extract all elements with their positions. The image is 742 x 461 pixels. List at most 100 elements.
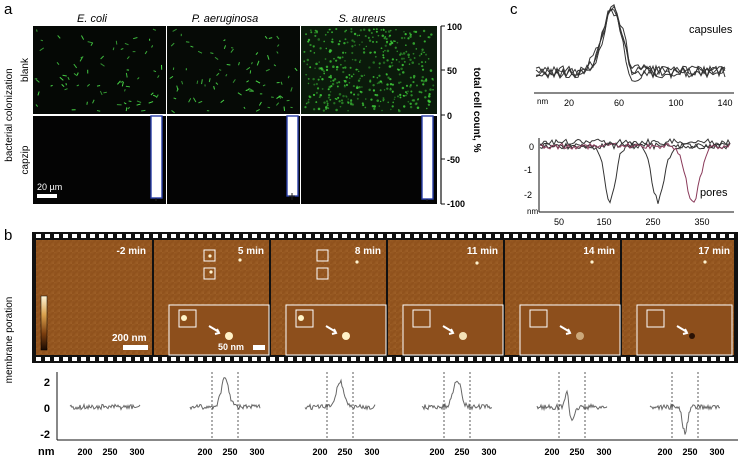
bacterium-mark [344, 66, 347, 69]
bacterium-mark [407, 37, 410, 40]
bacterium-mark [327, 107, 330, 110]
afm-inset [519, 304, 621, 356]
perforation [702, 234, 707, 238]
bacterium-mark [400, 57, 404, 60]
bacterium-mark [412, 74, 416, 78]
perforation [432, 357, 437, 361]
bacterium-mark [351, 51, 354, 55]
perforation [423, 234, 428, 238]
bacterium-mark [404, 33, 407, 36]
bacterium-mark [376, 76, 379, 79]
perforation [558, 357, 563, 361]
bacterium-mark [304, 106, 307, 109]
perforation [486, 357, 491, 361]
bacterium-mark [407, 90, 409, 93]
perforation [144, 357, 149, 361]
membrane-height-profiles [69, 372, 720, 438]
bacterium-mark [331, 40, 334, 44]
perforation [567, 357, 572, 361]
profile-y-tick-0: 0 [44, 403, 50, 415]
profile-x-tick: 200 [197, 447, 212, 457]
panel-c-letter: c [510, 1, 518, 18]
bacterium-mark [393, 98, 396, 100]
bacterium-mark [308, 99, 310, 101]
perforation [693, 234, 698, 238]
bacterium-mark [318, 61, 320, 63]
bacterium-mark [76, 72, 79, 76]
bacterium-mark [381, 109, 383, 112]
profile-x-tick: 300 [364, 447, 379, 457]
bacterium-mark [409, 32, 411, 34]
bacterium-mark [326, 104, 329, 107]
bacterium-mark [153, 70, 157, 73]
bacterium-mark [339, 105, 342, 108]
bacterium-mark [352, 84, 356, 88]
bacterium-mark [361, 75, 364, 78]
bacterium-mark [316, 87, 320, 90]
bacterium-mark [307, 40, 310, 43]
perforation [243, 234, 248, 238]
bacterium-mark [369, 79, 372, 82]
perforation [72, 234, 77, 238]
bacterium-mark [40, 39, 44, 42]
afm-inset [168, 304, 270, 356]
perforation [117, 357, 122, 361]
perforation [486, 234, 491, 238]
axis-title-total-cell-count: total cell count, % [471, 67, 482, 152]
perforation [45, 234, 50, 238]
bacterium-mark [39, 47, 45, 52]
bacterium-mark [323, 72, 326, 75]
label-pores: pores [700, 187, 728, 199]
perforation [360, 234, 365, 238]
bacterium-mark [201, 79, 203, 85]
height-profile-trace [536, 389, 608, 422]
perforation [342, 234, 347, 238]
bacterium-mark [303, 60, 306, 63]
perforation [549, 234, 554, 238]
bacterium-mark [325, 100, 329, 103]
bacterium-mark [412, 42, 416, 45]
selection-box [203, 267, 216, 280]
bacterium-mark [379, 80, 382, 83]
bacterium-mark [344, 52, 347, 54]
bacterium-mark [382, 61, 386, 64]
bacterium-mark [409, 84, 412, 86]
bacterium-mark [276, 51, 279, 54]
bacterium-mark [428, 92, 431, 96]
pore-profile-trace [539, 141, 731, 204]
bacterium-mark [310, 31, 313, 34]
tick-a-minus100: -100 [447, 199, 465, 209]
bacterium-mark [314, 29, 317, 32]
bacterium-mark [329, 60, 332, 63]
bacterium-mark [312, 93, 316, 97]
bacterium-mark [391, 58, 395, 61]
tick-a-100: 100 [447, 22, 462, 32]
perforation [657, 234, 662, 238]
bacterium-mark [392, 101, 395, 104]
bacterium-mark [323, 40, 325, 43]
perforation [207, 357, 212, 361]
bacterium-mark [359, 90, 362, 93]
bacterium-mark [238, 62, 240, 66]
bacterium-mark [294, 67, 298, 72]
bacterium-mark [348, 81, 351, 84]
bacterium-mark [350, 28, 353, 31]
perforation [603, 357, 608, 361]
bacterium-mark [315, 91, 318, 94]
perforation [441, 234, 446, 238]
bacterium-mark [265, 68, 270, 72]
profile-x-tick: 250 [222, 447, 237, 457]
bacterium-mark [121, 81, 124, 87]
capsule-x-tick-100: 100 [668, 98, 683, 108]
bacterium-mark [405, 94, 407, 97]
bacterium-mark [323, 101, 326, 104]
bacterium-mark [379, 89, 382, 92]
bacterium-mark [384, 36, 387, 38]
bacterium-mark [124, 89, 126, 92]
perforation [648, 234, 653, 238]
perforation [126, 357, 131, 361]
bacterium-mark [213, 86, 215, 90]
bacterium-mark [324, 33, 327, 36]
profile-x-tick: 300 [481, 447, 496, 457]
side-label-bacterial-colonization: bacterial colonization [4, 68, 15, 161]
